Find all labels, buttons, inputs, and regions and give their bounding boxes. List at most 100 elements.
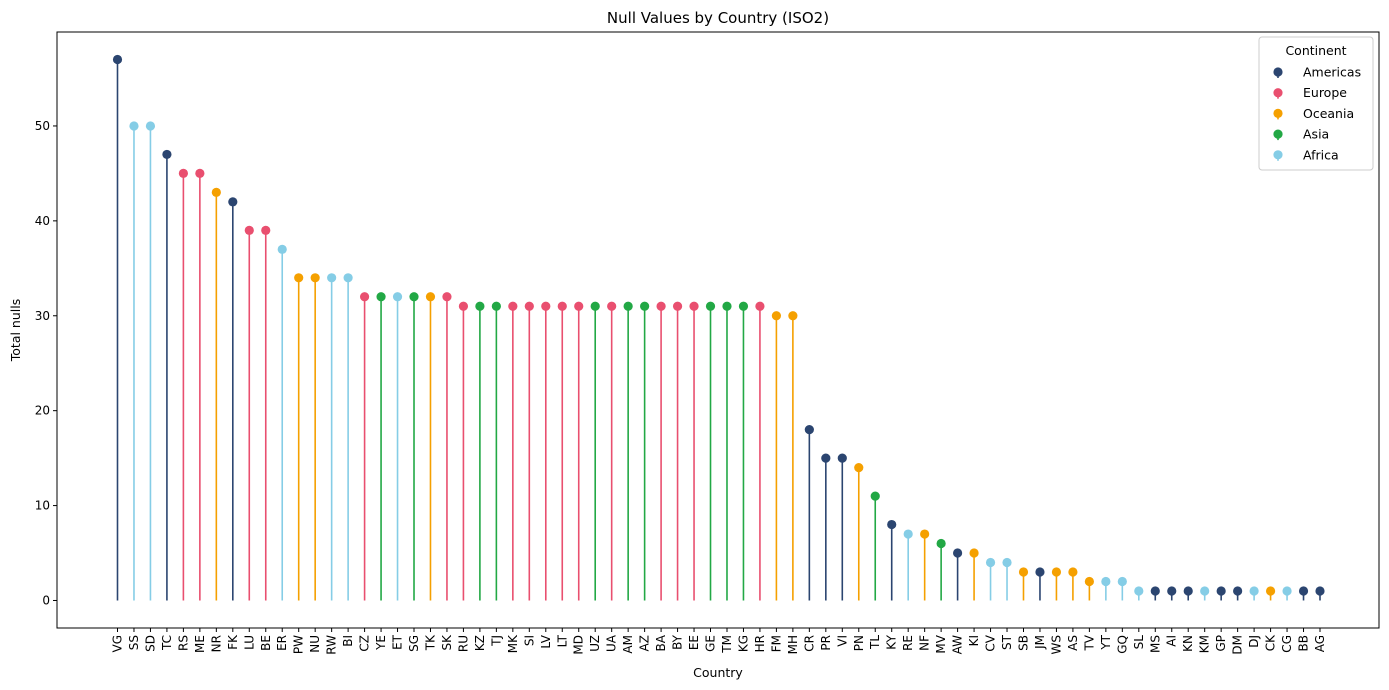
marker-ST [1002, 557, 1012, 568]
marker-ET [392, 292, 403, 302]
x-tick-label-BB: BB [1297, 635, 1311, 651]
x-tick-label-RE: RE [901, 635, 915, 651]
marker-KM [1200, 586, 1210, 596]
marker-SL [1134, 586, 1144, 596]
legend-label-oceania: Oceania [1303, 106, 1354, 121]
marker-MK [508, 301, 518, 311]
y-tick-label: 0 [42, 593, 50, 607]
marker-SG [409, 292, 419, 302]
x-tick-label-KG: KG [736, 635, 750, 652]
x-tick-label-GQ: GQ [1115, 635, 1129, 654]
x-tick-label-MV: MV [934, 634, 948, 653]
legend-marker-africa [1273, 150, 1283, 160]
x-tick-label-AW: AW [951, 635, 965, 655]
marker-SI [524, 301, 534, 311]
marker-BY [672, 301, 683, 311]
marker-VI [837, 453, 847, 463]
marker-RS [178, 168, 188, 179]
x-tick-label-SK: SK [440, 634, 454, 651]
marker-LV [541, 301, 551, 311]
y-axis-label: Total nulls [8, 299, 23, 362]
x-tick-label-CR: CR [802, 635, 816, 652]
marker-UA [607, 301, 617, 311]
marker-PR [821, 453, 831, 463]
x-tick-label-RW: RW [325, 635, 339, 655]
marker-BE [261, 225, 271, 235]
marker-AG [1315, 586, 1325, 596]
x-tick-label-KZ: KZ [473, 635, 487, 651]
x-tick-label-TV: TV [1082, 634, 1096, 651]
x-tick-label-CG: CG [1280, 635, 1294, 653]
x-tick-label-SD: SD [143, 635, 157, 652]
marker-TV [1084, 576, 1094, 587]
marker-GQ [1117, 576, 1127, 587]
marker-TK [425, 292, 436, 302]
marker-VG [112, 54, 123, 65]
x-tick-label-DJ: DJ [1247, 635, 1261, 648]
x-tick-label-TL: TL [868, 635, 882, 650]
marker-MH [788, 311, 798, 321]
marker-BB [1298, 586, 1309, 596]
x-tick-label-ST: ST [1000, 634, 1014, 650]
marker-YT [1101, 576, 1111, 587]
x-tick-label-BY: BY [671, 634, 685, 650]
marker-PN [854, 463, 864, 473]
x-tick-label-MD: MD [572, 635, 586, 655]
x-tick-label-JM: JM [1033, 635, 1047, 650]
marker-KY [887, 519, 897, 530]
x-tick-label-GP: GP [1214, 635, 1228, 652]
marker-PW [294, 273, 304, 283]
x-tick-label-YT: YT [1099, 634, 1113, 650]
y-tick-label: 10 [35, 499, 50, 513]
marker-CZ [359, 292, 370, 302]
marker-CK [1265, 586, 1276, 596]
x-tick-label-ER: ER [275, 635, 289, 651]
x-tick-label-AI: AI [1165, 635, 1179, 647]
marker-ER [277, 244, 287, 254]
x-tick-label-AZ: AZ [638, 635, 652, 651]
legend-label-americas: Americas [1303, 65, 1361, 80]
marker-CV [985, 557, 996, 568]
marker-TM [722, 301, 732, 311]
x-tick-label-TK: TK [423, 634, 437, 651]
marker-JM [1035, 567, 1045, 577]
axes-frame [56, 31, 1380, 629]
legend-marker-americas [1273, 67, 1283, 77]
marker-KZ [475, 301, 485, 311]
x-tick-label-TC: TC [160, 635, 174, 651]
x-tick-label-NF: NF [918, 635, 932, 651]
marker-FM [771, 311, 782, 321]
marker-SB [1018, 567, 1029, 577]
marker-WS [1051, 567, 1062, 577]
marker-DJ [1249, 586, 1259, 596]
legend-title: Continent [1285, 43, 1346, 58]
y-tick-label: 50 [35, 119, 50, 133]
marker-HR [755, 301, 765, 311]
legend-marker-europe [1273, 88, 1283, 98]
x-tick-label-KY: KY [885, 634, 899, 649]
x-tick-label-BE: BE [259, 635, 273, 651]
x-tick-label-FM: FM [769, 635, 783, 652]
marker-NF [920, 529, 930, 539]
marker-TL [870, 491, 880, 501]
x-tick-label-BI: BI [341, 635, 355, 647]
legend-frame [1258, 36, 1374, 171]
y-tick-label: 40 [35, 214, 50, 228]
marker-UZ [590, 301, 600, 311]
x-tick-label-MK: MK [506, 634, 520, 653]
marker-MV [936, 538, 946, 549]
x-tick-label-RU: RU [456, 635, 470, 652]
x-tick-label-MS: MS [1148, 635, 1162, 653]
marker-BI [343, 273, 353, 283]
x-tick-label-CZ: CZ [358, 635, 372, 652]
y-tick-label: 20 [35, 404, 50, 418]
x-tick-label-MH: MH [786, 635, 800, 654]
x-tick-label-GE: GE [704, 635, 718, 652]
x-tick-label-SG: SG [407, 635, 421, 652]
marker-AW [953, 548, 963, 558]
marker-GP [1216, 586, 1226, 596]
marker-AS [1068, 567, 1078, 577]
marker-RE [903, 529, 913, 539]
x-tick-label-ME: ME [193, 635, 207, 653]
